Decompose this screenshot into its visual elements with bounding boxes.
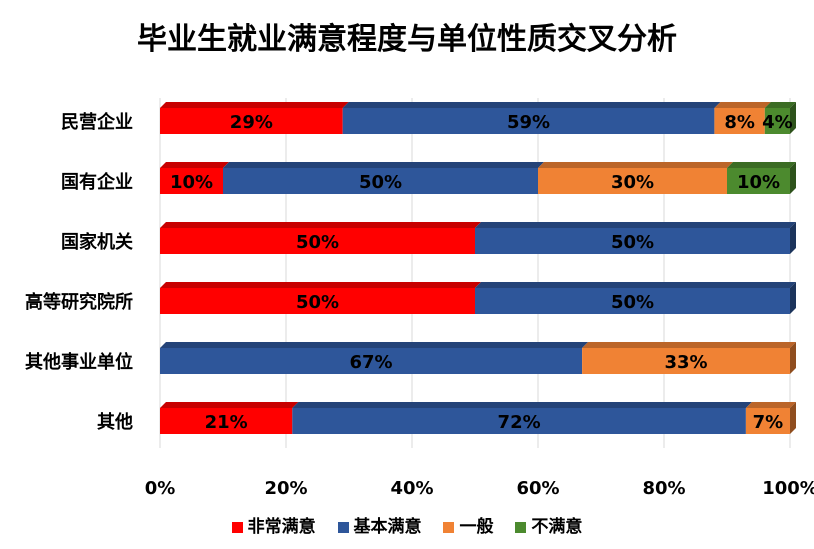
bar-side-face: [790, 102, 796, 134]
legend-item-very-satisfied: 非常满意: [231, 512, 316, 537]
bar-segment: [764, 108, 790, 134]
bar-side-face: [790, 282, 796, 314]
legend-item-dissatisfied: 不满意: [515, 512, 582, 537]
bar-top-face: [160, 402, 299, 408]
bar-side-face: [790, 402, 796, 434]
legend-item-basically-satisfied: 基本满意: [337, 512, 422, 537]
bar-top-face: [292, 402, 752, 408]
bar-side-face: [790, 222, 796, 254]
data-label: 72%: [498, 412, 541, 433]
bar-segment: [745, 408, 790, 434]
bar-top-face: [714, 102, 771, 108]
bar-segment: [292, 408, 746, 434]
x-tick-label: 20%: [264, 478, 307, 499]
data-label: 50%: [611, 232, 654, 253]
data-label: 8%: [724, 112, 755, 133]
bar-top-face: [764, 102, 796, 108]
category-label: 国家机关: [61, 231, 133, 253]
bar-top-face: [582, 342, 796, 348]
bar-segment: [727, 168, 790, 194]
bar-segment: [160, 228, 475, 254]
legend-label: 不满意: [531, 517, 583, 537]
legend: 非常满意 基本满意 一般 不满意: [0, 512, 814, 537]
data-label: 4%: [762, 112, 793, 133]
category-label: 国有企业: [61, 171, 133, 193]
category-label: 民营企业: [61, 111, 133, 133]
bar-top-face: [475, 222, 796, 228]
data-label: 33%: [665, 352, 708, 373]
data-label: 67%: [350, 352, 393, 373]
x-tick-label: 100%: [762, 478, 814, 499]
data-label: 10%: [737, 172, 780, 193]
bar-segment: [160, 168, 223, 194]
chart-title: 毕业生就业满意程度与单位性质交叉分析: [137, 22, 677, 57]
category-label: 其他事业单位: [25, 351, 133, 373]
legend-swatch: [231, 522, 243, 533]
bar-segment: [538, 168, 727, 194]
bar-top-face: [160, 342, 589, 348]
legend-label: 一般: [459, 517, 494, 537]
data-label: 30%: [611, 172, 654, 193]
bar-segment: [160, 408, 293, 434]
bar-segment: [342, 108, 715, 134]
bar-top-face: [727, 162, 796, 168]
x-tick-label: 0%: [145, 478, 176, 499]
data-label: 50%: [296, 292, 339, 313]
bar-segment: [475, 228, 790, 254]
data-label: 59%: [507, 112, 550, 133]
bar-segment: [160, 288, 475, 314]
bar-top-face: [160, 282, 481, 288]
bar-top-face: [223, 162, 544, 168]
data-label: 21%: [205, 412, 248, 433]
legend-item-average: 一般: [443, 512, 493, 537]
legend-label: 非常满意: [247, 517, 316, 537]
legend-label: 基本满意: [353, 517, 422, 537]
bar-top-face: [475, 282, 796, 288]
bar-side-face: [790, 162, 796, 194]
legend-swatch: [443, 522, 455, 533]
data-label: 7%: [753, 412, 784, 433]
data-label: 29%: [230, 112, 273, 133]
x-tick-label: 80%: [642, 478, 685, 499]
bar-segment: [714, 108, 765, 134]
legend-swatch: [337, 522, 349, 533]
data-label: 10%: [170, 172, 213, 193]
bar-segment: [160, 348, 583, 374]
category-label: 高等研究院所: [25, 291, 133, 313]
bar-side-face: [790, 342, 796, 374]
bar-top-face: [538, 162, 733, 168]
bar-top-face: [160, 222, 481, 228]
x-tick-label: 40%: [390, 478, 433, 499]
bar-segment: [160, 108, 343, 134]
bar-segment: [475, 288, 790, 314]
bar-top-face: [160, 102, 349, 108]
bar-top-face: [160, 162, 229, 168]
data-label: 50%: [296, 232, 339, 253]
bar-top-face: [342, 102, 721, 108]
data-label: 50%: [359, 172, 402, 193]
x-tick-label: 60%: [516, 478, 559, 499]
bar-segment: [223, 168, 538, 194]
category-label: 其他: [97, 411, 133, 433]
bar-segment: [582, 348, 790, 374]
data-label: 50%: [611, 292, 654, 313]
legend-swatch: [515, 522, 527, 533]
bar-top-face: [745, 402, 796, 408]
